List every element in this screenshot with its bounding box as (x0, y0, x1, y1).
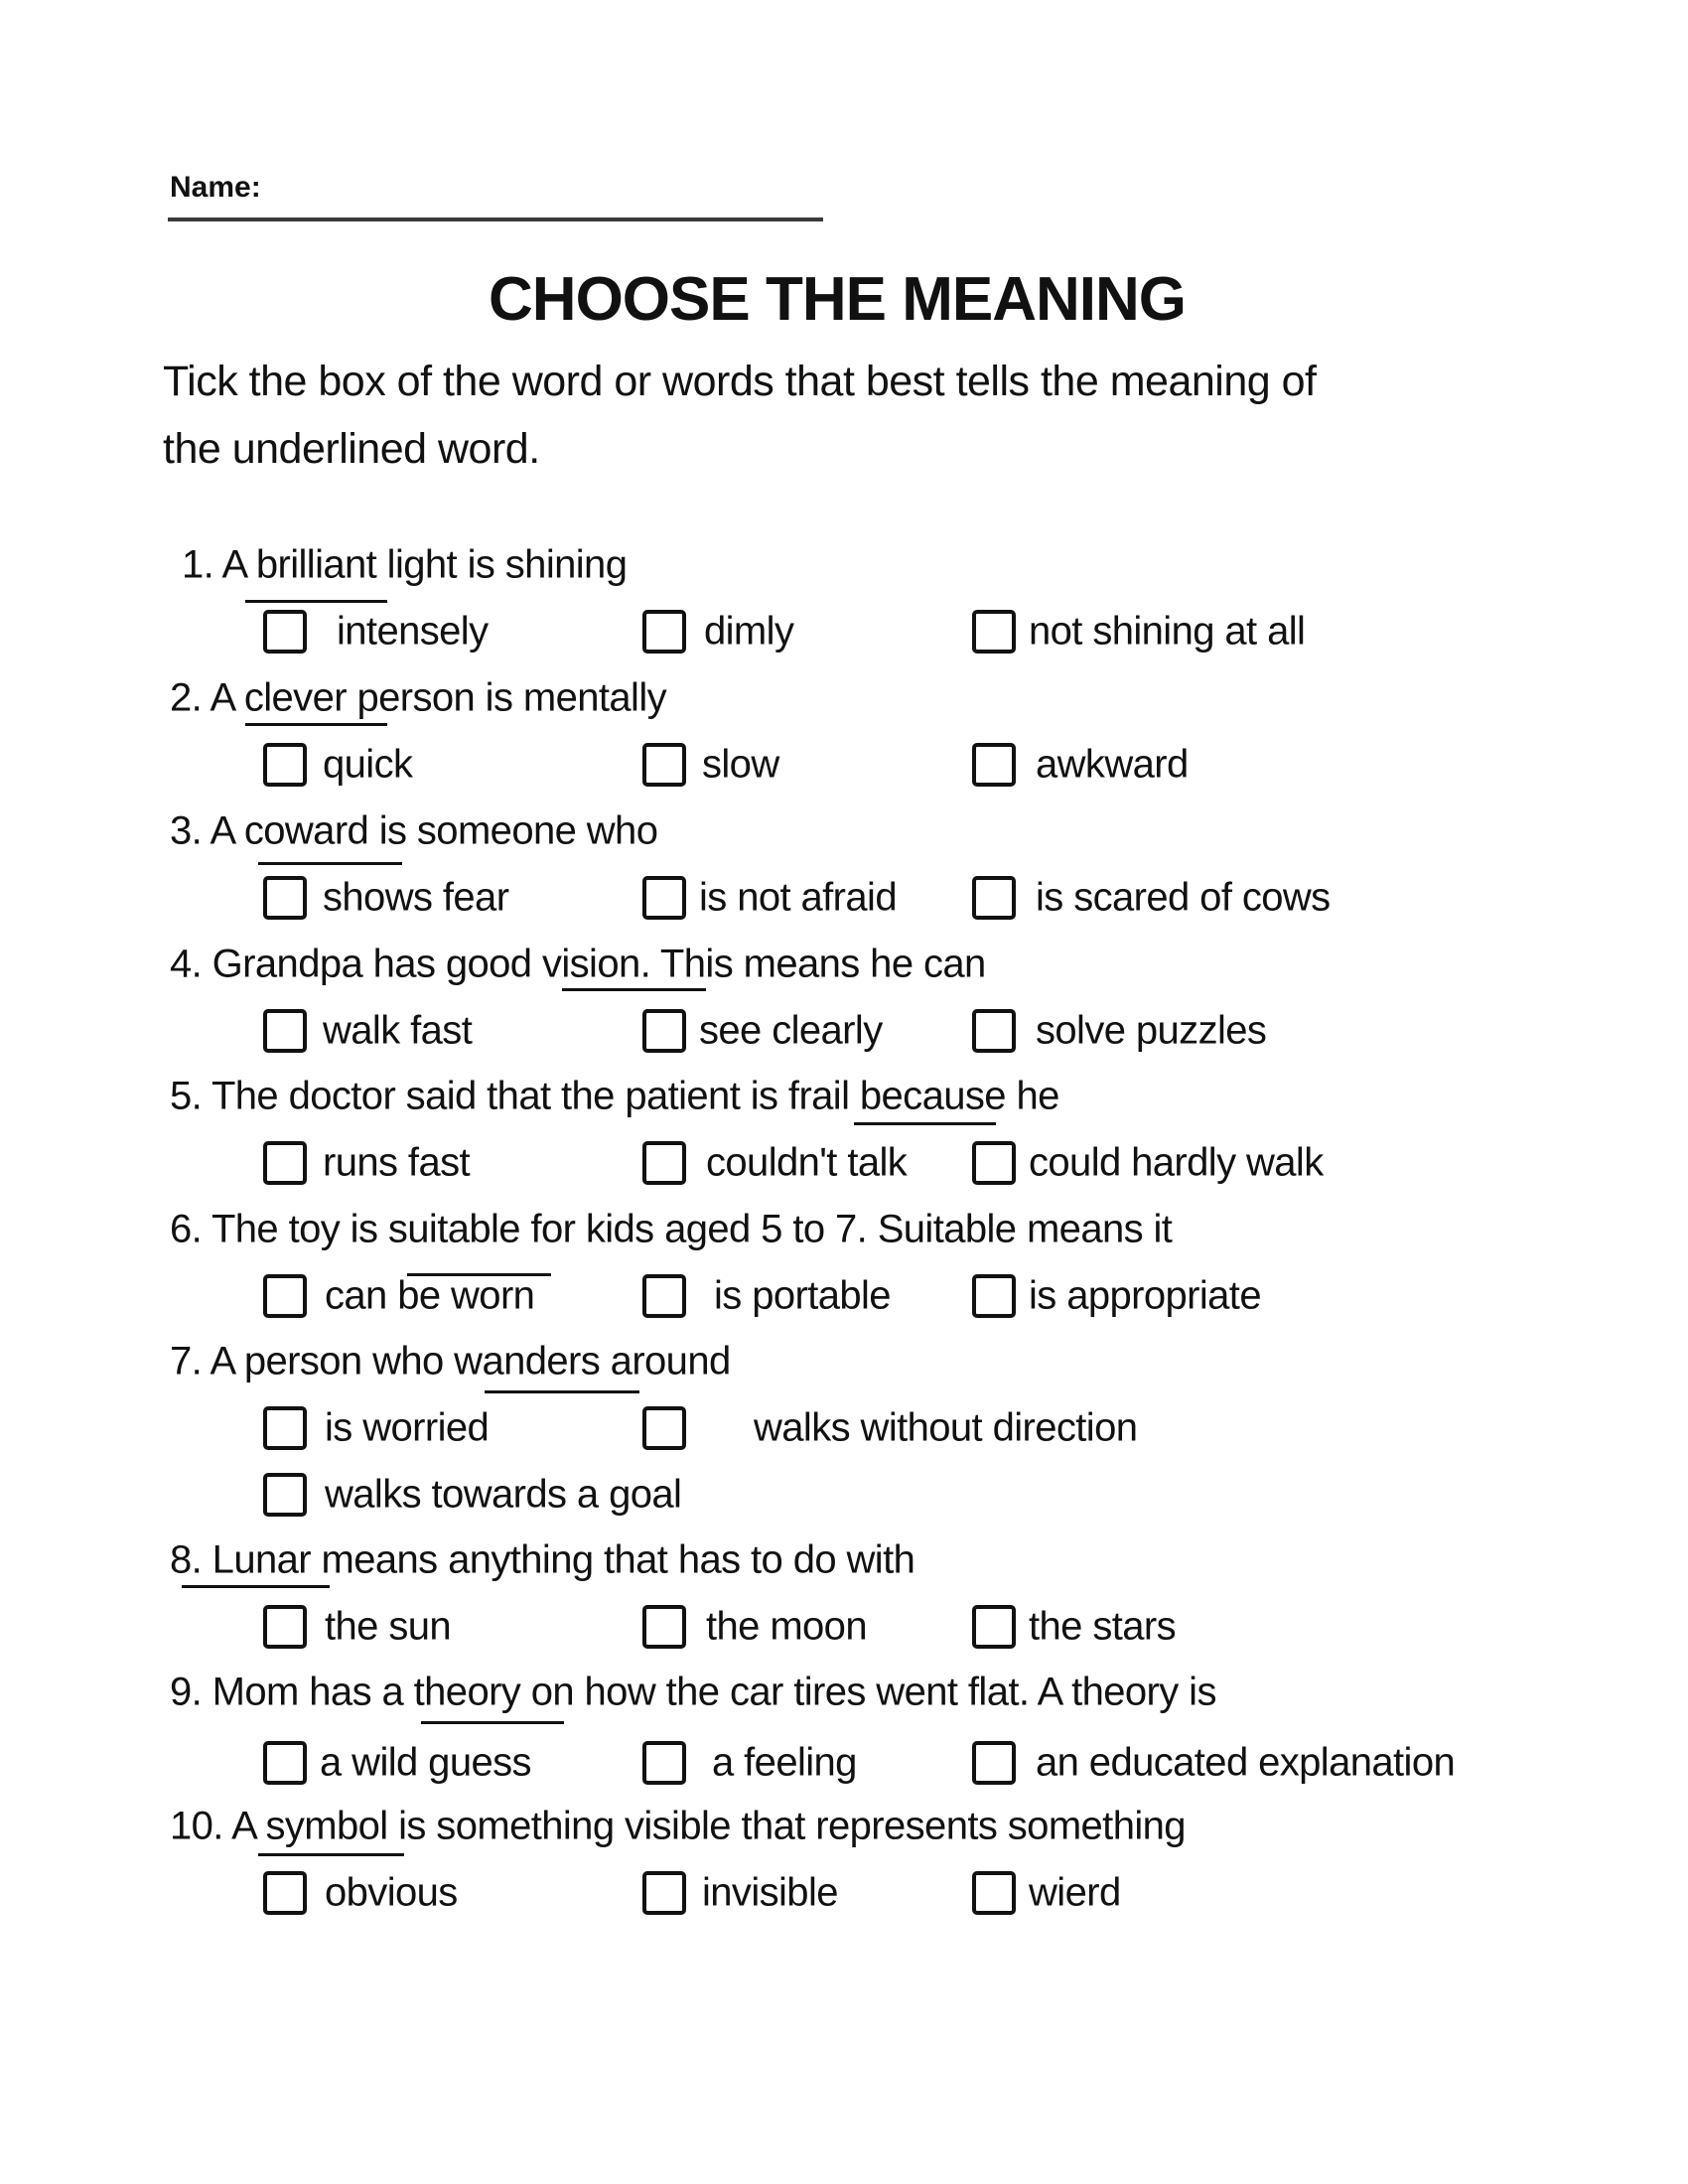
checkbox[interactable] (972, 1274, 1016, 1318)
underline-suitable (407, 1273, 551, 1276)
checkbox[interactable] (263, 876, 307, 920)
option-label[interactable]: walk fast (323, 1008, 473, 1053)
option-label[interactable]: could hardly walk (1029, 1140, 1324, 1185)
checkbox[interactable] (263, 1605, 307, 1649)
option-label[interactable]: walks without direction (754, 1405, 1138, 1450)
option-label[interactable]: shows fear (323, 875, 509, 920)
option-label[interactable]: is portable (714, 1273, 892, 1318)
name-label: Name: (170, 171, 261, 204)
question-text: 3. A coward is someone who (170, 808, 658, 853)
option-label[interactable]: can be worn (325, 1273, 535, 1318)
option-label[interactable]: the stars (1029, 1604, 1177, 1649)
checkbox[interactable] (642, 610, 686, 654)
checkbox[interactable] (263, 1141, 307, 1185)
checkbox[interactable] (972, 1871, 1016, 1915)
checkbox[interactable] (263, 1473, 307, 1517)
question-text: 7. A person who wanders around (170, 1339, 731, 1383)
checkbox[interactable] (642, 1274, 686, 1318)
checkbox[interactable] (972, 1009, 1016, 1053)
option-label[interactable]: is not afraid (699, 875, 898, 920)
checkbox[interactable] (263, 610, 307, 654)
question-text: 2. A clever person is mentally (170, 675, 667, 720)
checkbox[interactable] (642, 876, 686, 920)
instructions-line-1: Tick the box of the word or words that b… (163, 358, 1317, 405)
underline-theory (421, 1721, 564, 1724)
checkbox[interactable] (642, 1141, 686, 1185)
option-label[interactable]: the sun (325, 1604, 452, 1649)
option-label[interactable]: quick (323, 742, 413, 787)
option-label[interactable]: couldn't talk (706, 1140, 908, 1185)
option-label[interactable]: obvious (325, 1870, 458, 1915)
question-text: 9. Mom has a theory on how the car tires… (170, 1670, 1216, 1714)
question-text: 4. Grandpa has good vision. This means h… (170, 942, 986, 986)
checkbox[interactable] (642, 1741, 686, 1785)
checkbox[interactable] (263, 1741, 307, 1785)
option-label[interactable]: is scared of cows (1036, 875, 1331, 920)
option-label[interactable]: not shining at all (1029, 609, 1306, 654)
checkbox[interactable] (642, 1406, 686, 1450)
underline-lunar (182, 1585, 330, 1588)
option-label[interactable]: the moon (706, 1604, 868, 1649)
underline-brilliant (245, 600, 387, 603)
checkbox[interactable] (972, 743, 1016, 787)
option-label[interactable]: walks towards a goal (325, 1472, 682, 1517)
option-label[interactable]: slow (702, 742, 779, 787)
checkbox[interactable] (263, 743, 307, 787)
checkbox[interactable] (972, 1605, 1016, 1649)
option-label[interactable]: wierd (1029, 1870, 1121, 1915)
checkbox[interactable] (972, 610, 1016, 654)
instructions-line-2: the underlined word. (163, 425, 540, 473)
checkbox[interactable] (263, 1871, 307, 1915)
checkbox[interactable] (972, 1741, 1016, 1785)
option-label[interactable]: invisible (702, 1870, 838, 1915)
underline-wanders (485, 1390, 639, 1393)
checkbox[interactable] (263, 1009, 307, 1053)
option-label[interactable]: an educated explanation (1036, 1740, 1456, 1785)
option-label[interactable]: a feeling (712, 1740, 857, 1785)
question-text: 1. A brilliant light is shining (182, 542, 628, 587)
option-label[interactable]: awkward (1036, 742, 1189, 787)
name-input-line[interactable] (168, 218, 823, 221)
option-label[interactable]: a wild guess (320, 1740, 532, 1785)
checkbox[interactable] (972, 1141, 1016, 1185)
checkbox[interactable] (263, 1406, 307, 1450)
underline-coward (258, 862, 402, 865)
checkbox[interactable] (263, 1274, 307, 1318)
option-label[interactable]: is appropriate (1029, 1273, 1262, 1318)
option-label[interactable]: intensely (337, 609, 489, 654)
option-label[interactable]: is worried (325, 1405, 490, 1450)
checkbox[interactable] (642, 1009, 686, 1053)
option-label[interactable]: dimly (704, 609, 794, 654)
underline-frail (854, 1122, 996, 1125)
underline-symbol (258, 1853, 404, 1856)
checkbox[interactable] (972, 876, 1016, 920)
checkbox[interactable] (642, 1871, 686, 1915)
page-title: CHOOSE THE MEANING (489, 265, 1187, 334)
question-text: 10. A symbol is something visible that r… (170, 1804, 1187, 1848)
option-label[interactable]: see clearly (699, 1008, 883, 1053)
option-label[interactable]: solve puzzles (1036, 1008, 1267, 1053)
checkbox[interactable] (642, 743, 686, 787)
underline-clever (245, 723, 387, 726)
option-label[interactable]: runs fast (323, 1140, 471, 1185)
checkbox[interactable] (642, 1605, 686, 1649)
question-text: 8. Lunar means anything that has to do w… (170, 1537, 915, 1582)
question-text: 5. The doctor said that the patient is f… (170, 1074, 1059, 1118)
question-text: 6. The toy is suitable for kids aged 5 t… (170, 1207, 1173, 1251)
underline-vision (562, 988, 706, 991)
